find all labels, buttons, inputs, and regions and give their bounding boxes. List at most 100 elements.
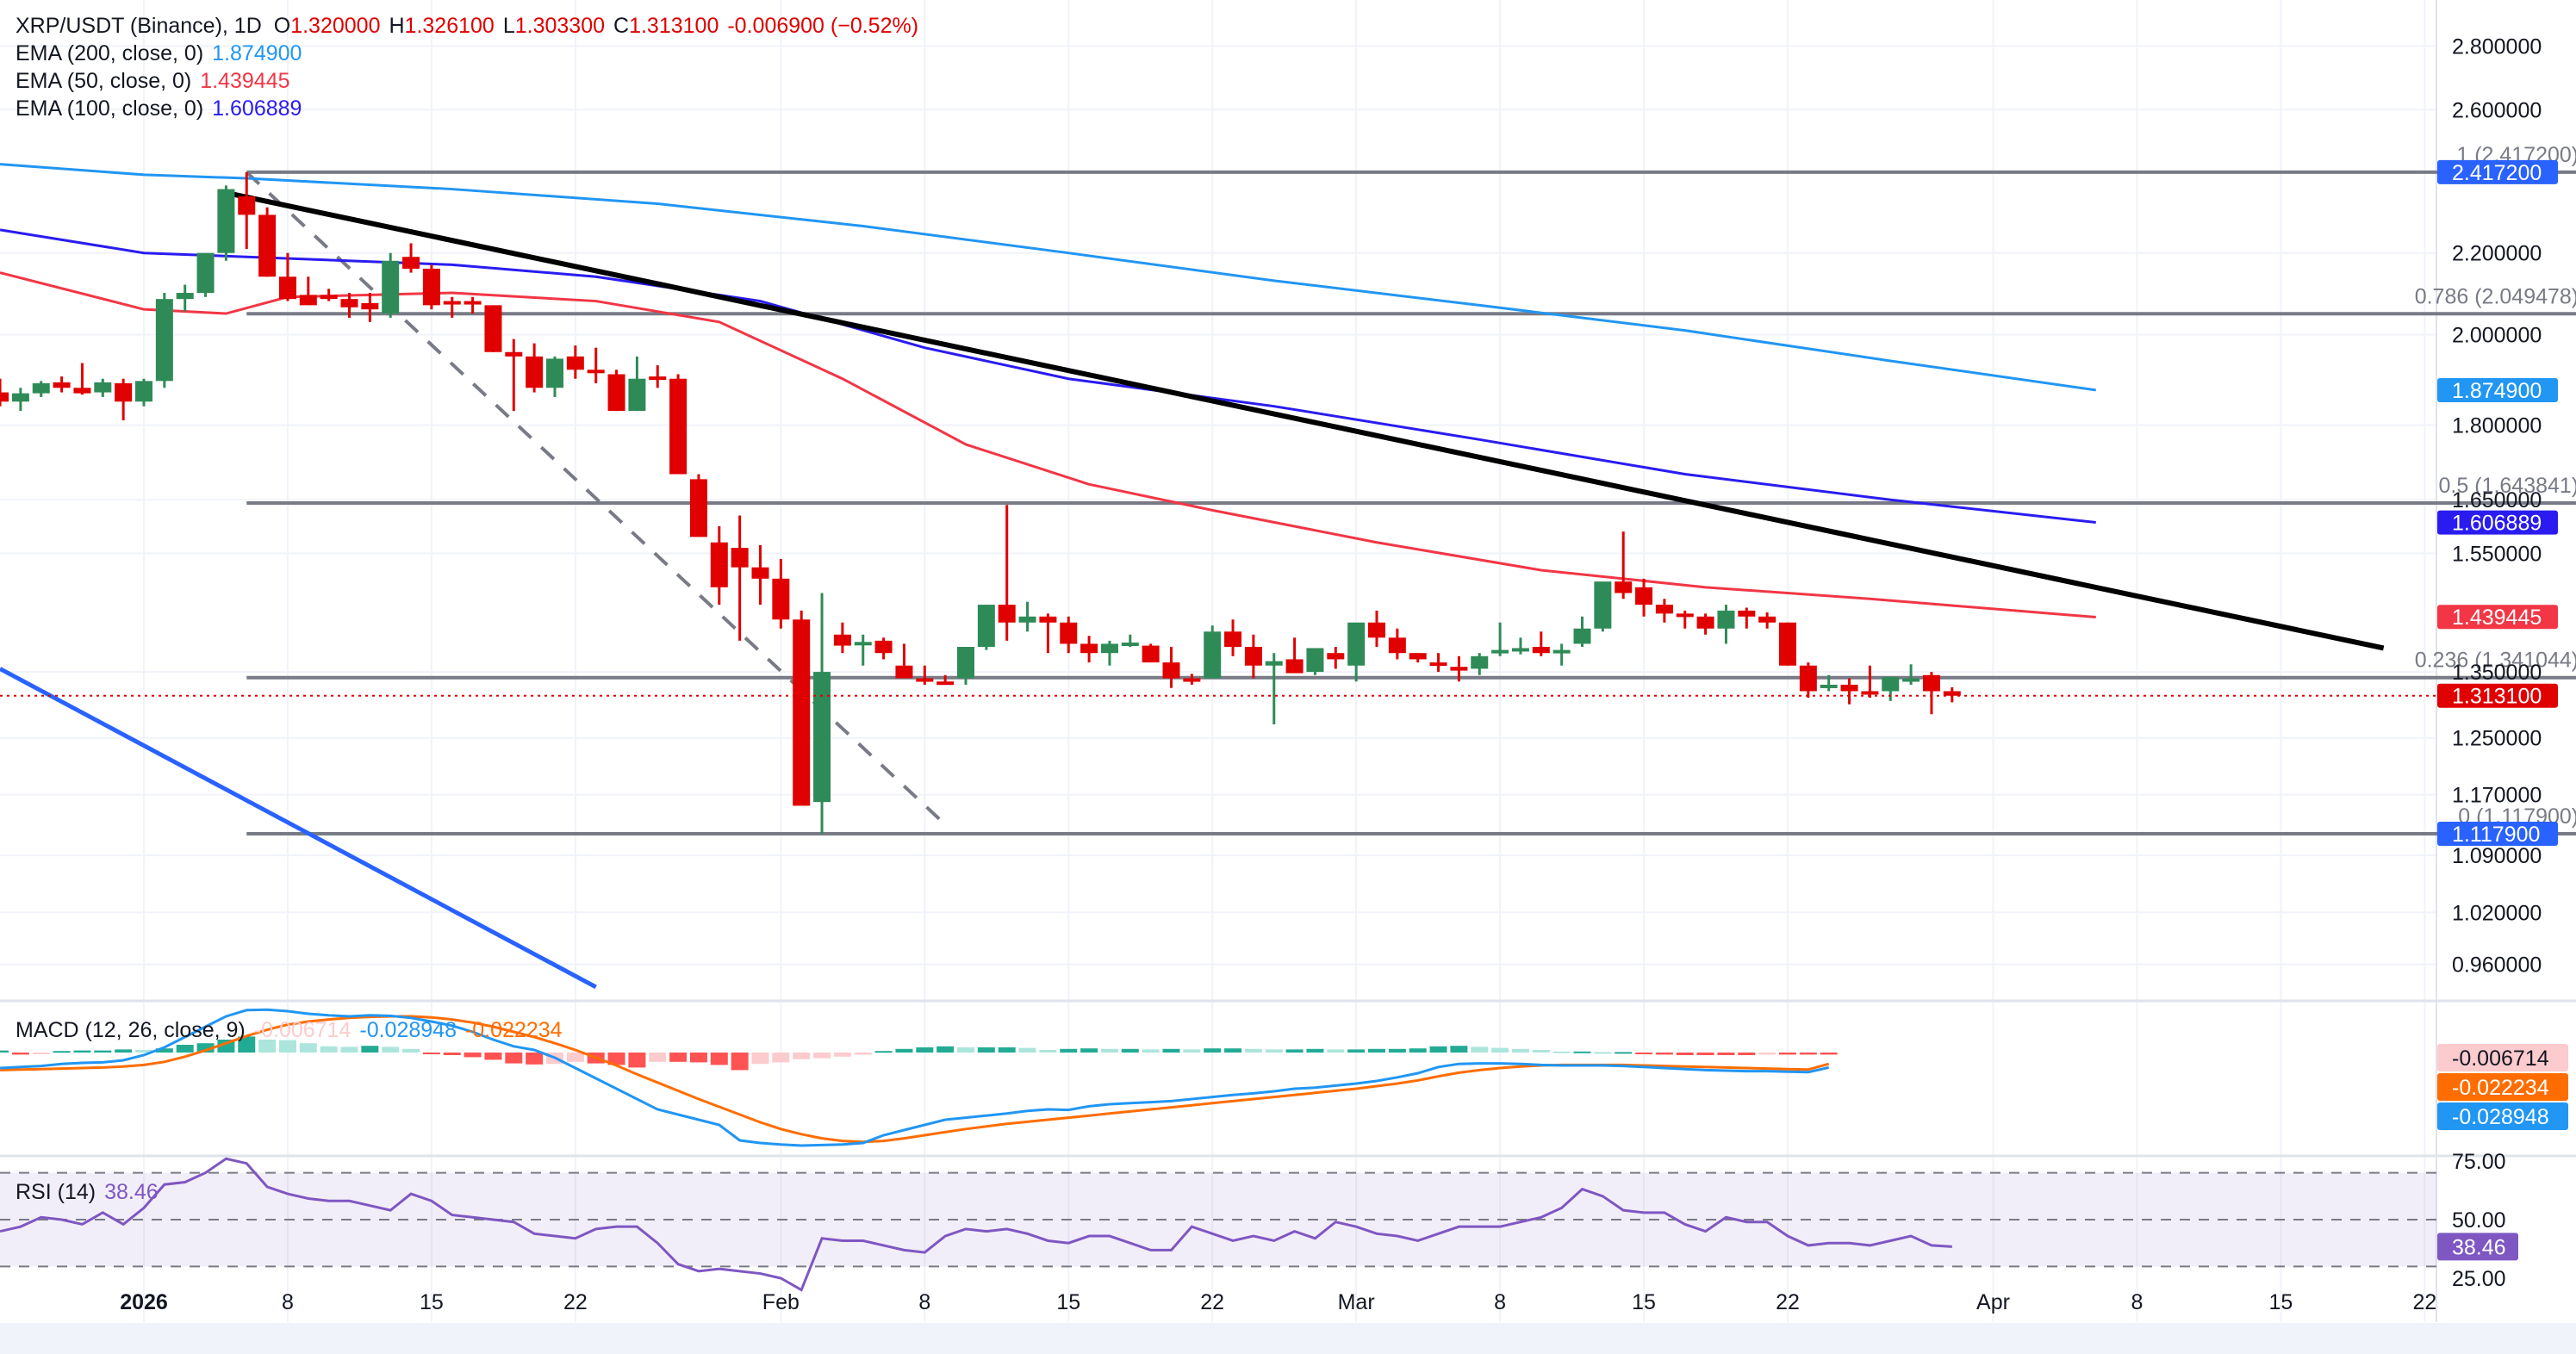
macd-tag[interactable] (2437, 1073, 2568, 1101)
macd-histogram-bar (566, 1053, 584, 1062)
fib-level-label: 0.786 (2.049478) (2415, 284, 2576, 308)
macd-histogram-bar (1224, 1048, 1242, 1053)
channel-line[interactable] (0, 667, 597, 990)
price-tag[interactable] (2437, 510, 2558, 535)
price-tag[interactable] (2437, 159, 2558, 184)
candle-body (464, 301, 482, 305)
macd-histogram-bar (278, 1040, 296, 1053)
time-label: Mar (1338, 1290, 1375, 1314)
candle-body (299, 295, 317, 306)
candle-body (772, 578, 790, 620)
macd-histogram-bar (402, 1048, 420, 1053)
macd-histogram-bar (1491, 1047, 1509, 1053)
macd-histogram-bar (1100, 1048, 1118, 1053)
rsi-legend[interactable]: RSI (14) 38.46 (16, 1180, 159, 1204)
macd-histogram-bar (1738, 1053, 1756, 1055)
macd-histogram-bar (710, 1053, 728, 1065)
price-tag[interactable] (2437, 821, 2558, 846)
candle-body (422, 268, 440, 306)
macd-histogram-bar (1532, 1050, 1550, 1053)
price-tick-label: 2.000000 (2452, 324, 2542, 348)
candle-body (1100, 643, 1118, 654)
candle-body (1552, 649, 1571, 654)
candle-body (793, 619, 811, 806)
price-axis[interactable]: 2.800000 2.600000 2.200000 2.000000 1.800000… (2437, 34, 2558, 978)
macd-histogram-bar (1142, 1049, 1160, 1053)
macd-histogram-bar (238, 1036, 256, 1053)
candle-body (32, 382, 50, 394)
macd-tag[interactable] (2437, 1044, 2568, 1071)
macd-histogram-bar (1060, 1048, 1078, 1053)
symbol-label[interactable]: XRP/USDT (Binance), 1D (16, 14, 262, 38)
candle-body (196, 252, 215, 294)
macd-histogram-bar (1162, 1048, 1180, 1053)
price-tag[interactable] (2437, 605, 2558, 630)
macd-histogram-bar (1511, 1048, 1529, 1053)
candle-body (73, 388, 91, 394)
macd-histogram-bar (382, 1047, 400, 1053)
macd-histogram-bar (793, 1053, 811, 1059)
candle-body (813, 672, 831, 803)
macd-tag[interactable] (2437, 1102, 2568, 1130)
rsi-tick-label: 75.00 (2452, 1150, 2506, 1174)
candle-body (1204, 631, 1222, 679)
macd-legend[interactable]: MACD (12, 26, close, 9) -0.006714 -0.02894… (16, 1018, 563, 1042)
candle-body (1306, 648, 1324, 673)
price-tag[interactable] (2437, 683, 2558, 708)
candle-body (1738, 610, 1756, 617)
macd-histogram-bar (1552, 1051, 1571, 1053)
rsi-tag[interactable] (2437, 1233, 2518, 1261)
macd-histogram-bar (936, 1046, 955, 1053)
macd-histogram-bar (1244, 1048, 1262, 1053)
time-label: 8 (918, 1290, 930, 1314)
fibonacci-retracement[interactable]: 1 (2.417200)0.786 (2.049478)0.5 (1.64384… (245, 143, 2576, 835)
candle-body (1902, 678, 1920, 682)
ema200-line (0, 163, 2096, 392)
macd-histogram-bar (689, 1053, 707, 1063)
candle-body (1511, 648, 1529, 652)
trend-drawings[interactable] (0, 189, 2385, 990)
open-value: 1.320000 (290, 14, 381, 38)
macd-histogram-bar (484, 1053, 502, 1060)
macd-histogram-bar (1573, 1051, 1591, 1053)
macd-signal-line (0, 1015, 1830, 1144)
macd-histogram-bar (1655, 1053, 1673, 1055)
descending-trendline[interactable] (225, 189, 2385, 651)
time-axis[interactable]: 2026 8 15 22 Feb 8 15 22 Mar 8 15 22 Apr 8 15 22 (120, 1290, 2436, 1314)
macd-histogram-bar (299, 1043, 317, 1053)
candle-body (484, 305, 502, 352)
macd-histogram-bar (0, 1050, 9, 1053)
ema50-legend[interactable]: EMA (50, close, 0) 1.439445 (16, 69, 290, 93)
time-label: 15 (420, 1290, 444, 1314)
candle-body (1943, 691, 1961, 696)
candle-body (731, 548, 749, 568)
fib-diagonal-dashed[interactable] (245, 171, 947, 826)
macd-histogram-bar (1758, 1053, 1776, 1055)
ema100-legend[interactable]: EMA (100, close, 0) 1.606889 (16, 96, 302, 121)
candle-body (546, 358, 563, 388)
candle-body (258, 214, 277, 277)
candle-body (1882, 677, 1900, 692)
candle-body (217, 189, 235, 253)
candle-body (1162, 662, 1180, 679)
macd-histogram-bar (1615, 1052, 1633, 1054)
ema200-legend[interactable]: EMA (200, close, 0) 1.874900 (16, 41, 302, 65)
price-tag-label: 1.313100 (2452, 685, 2542, 709)
candle-body (1696, 616, 1714, 629)
macd-histogram-bar (340, 1047, 358, 1053)
candle-body (1347, 622, 1366, 666)
candle-body (1388, 637, 1406, 654)
price-tag[interactable] (2437, 377, 2558, 402)
macd-pane[interactable]: -0.006714 -0.022234 -0.028948 (0, 1008, 2568, 1147)
macd-histogram-bar (1409, 1048, 1427, 1053)
macd-value: -0.028948 (359, 1018, 457, 1042)
macd-histogram-bar (874, 1051, 893, 1053)
candle-body (1265, 661, 1283, 666)
rsi-line (0, 1157, 1952, 1292)
macd-tag-label: -0.028948 (2452, 1105, 2549, 1129)
candle-body (854, 642, 872, 646)
candle-body (998, 605, 1016, 623)
rsi-pane[interactable]: 75.00 50.00 25.00 38.46 (0, 1150, 2518, 1292)
